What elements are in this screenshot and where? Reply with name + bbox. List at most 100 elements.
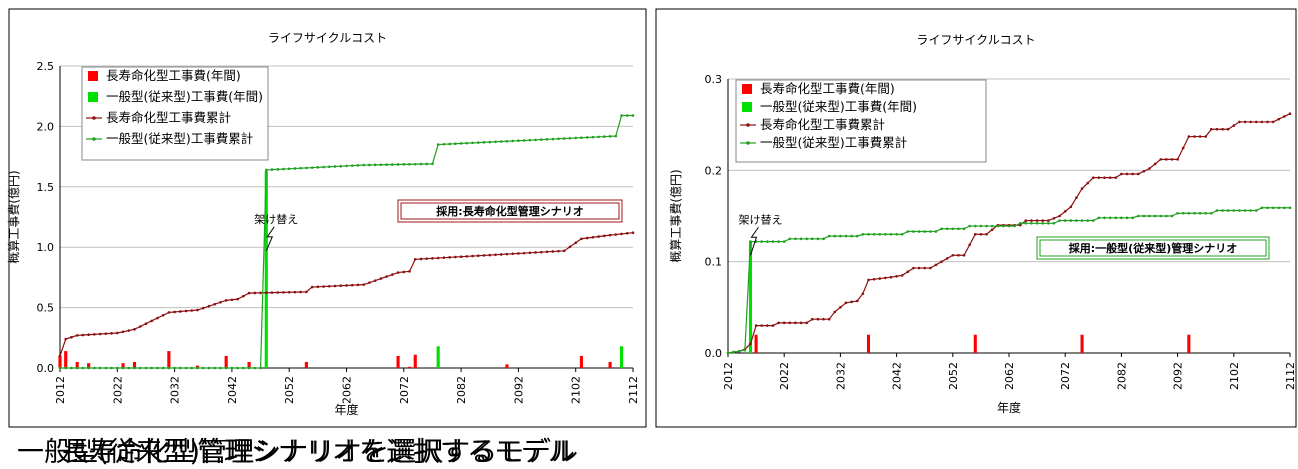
c1-series-point (64, 366, 68, 370)
c1-series-point (161, 313, 165, 317)
c2-series-point (923, 266, 926, 270)
c1-series-point (505, 252, 509, 256)
c2-series-point (1165, 214, 1168, 218)
c2-series-point (861, 292, 865, 295)
c2-series-point (1260, 120, 1264, 124)
c2-series-point (839, 306, 842, 309)
c2-series-point (1210, 211, 1213, 215)
c2-series-point (1024, 219, 1028, 222)
c2-series-point (872, 277, 876, 281)
c2-series-point (1176, 211, 1179, 215)
c2-legend-swatch (742, 102, 752, 112)
c2-y-tick-label: 0.2 (705, 164, 723, 177)
c2-series-point (1092, 176, 1095, 179)
c1-y-tick-label: 2.5 (37, 60, 55, 73)
c2-series-point (839, 234, 842, 238)
c2-series-point (1018, 223, 1022, 227)
c1-series-point (402, 163, 406, 166)
c2-chart-title: ライフサイクルコスト (916, 33, 1035, 47)
c2-series-point (1092, 219, 1095, 222)
c2-series-point (1283, 115, 1286, 118)
c1-series-point (133, 366, 136, 370)
c2-series-point (867, 278, 870, 282)
c2-series-point (1080, 219, 1084, 222)
c1-series-point (207, 366, 211, 370)
c2-series-point (929, 266, 932, 270)
c1-series-point (511, 252, 514, 256)
c2-x-tick-label: 2012 (722, 362, 735, 390)
c1-bar (505, 364, 509, 368)
c2-series-point (1131, 172, 1134, 176)
c1-series-point (591, 235, 595, 239)
c2-series-point (1215, 127, 1219, 131)
c1-series-point (58, 366, 62, 370)
c1-x-tick-label: 2032 (169, 376, 182, 404)
c1-series-point (224, 366, 228, 370)
c1-bar (579, 355, 584, 368)
c1-series-point (356, 283, 360, 287)
c1-series-point (413, 257, 417, 261)
c2-series-point (855, 299, 859, 303)
c2-series-point (940, 227, 943, 231)
c2-series-point (1018, 222, 1022, 225)
c2-x-tick-label: 2112 (1284, 362, 1297, 390)
c2-series-point (1249, 209, 1252, 212)
c1-series-point (540, 250, 543, 254)
c2-series-point (1002, 224, 1005, 228)
c1-series-point (625, 232, 629, 235)
c2-series-point (1249, 120, 1252, 124)
c2-legend-marker (746, 141, 750, 145)
c1-series-point (110, 366, 113, 370)
c1-series-point (597, 135, 600, 139)
c2-series-point (1030, 219, 1033, 222)
c2-series-point (1159, 158, 1163, 161)
c2-series-point (1047, 222, 1050, 225)
c2-series-point (1226, 127, 1230, 131)
c1-series-point (482, 141, 486, 144)
c2-series-point (973, 224, 977, 228)
c1-series-point (580, 136, 583, 140)
c1-series-point (339, 164, 343, 168)
c1-legend-box (81, 66, 269, 161)
c2-series-point (945, 257, 949, 260)
c1-bar (121, 363, 125, 368)
c2-legend-label: 一般型(従来型)工事費(年間) (760, 99, 917, 114)
c1-series-point (247, 366, 251, 370)
c1-series-point (339, 284, 343, 288)
c2-series-point (1232, 209, 1236, 212)
c2-series-point (1260, 206, 1264, 210)
caption-right: 一般型(従来型)管理シナリオを選択するモデル (17, 437, 579, 468)
c1-bar (87, 363, 91, 368)
c2-x-tick-label: 2102 (1228, 362, 1241, 390)
c1-series-point (459, 255, 463, 259)
c2-series-point (1232, 124, 1236, 127)
c2-series-point (929, 230, 932, 233)
c2-bar (1080, 334, 1084, 353)
c2-series-point (1221, 127, 1224, 131)
caption-left: 長寿命化型管理シナリオを選択するモデル (62, 437, 575, 468)
c2-series-point (737, 349, 741, 353)
c1-x-tick-label: 2072 (398, 376, 411, 404)
c2-series-point (940, 260, 943, 263)
c2-series-point (816, 317, 820, 321)
c2-series-point (766, 324, 769, 327)
c1-series-point (144, 322, 148, 326)
c1-series-point (224, 299, 228, 302)
c1-series-point (287, 167, 291, 171)
c1-series-point (476, 254, 480, 258)
c1-x-tick-label: 2042 (226, 376, 239, 404)
c2-series-point (990, 224, 994, 228)
c2-bar (866, 334, 871, 353)
c2-series-point (1047, 219, 1050, 222)
c1-series-point (247, 291, 251, 295)
c1-series-point (173, 310, 176, 314)
c2-series-point (1266, 206, 1269, 210)
c1-series-point (442, 256, 446, 259)
c1-series-point (540, 138, 543, 141)
c2-series-point (771, 324, 775, 327)
c1-annotation-text: 架け替え (254, 212, 298, 226)
c2-series-point (884, 276, 887, 280)
c2-series-point (1254, 120, 1258, 124)
c1-series-point (614, 134, 618, 138)
c1-series-point (299, 290, 302, 294)
